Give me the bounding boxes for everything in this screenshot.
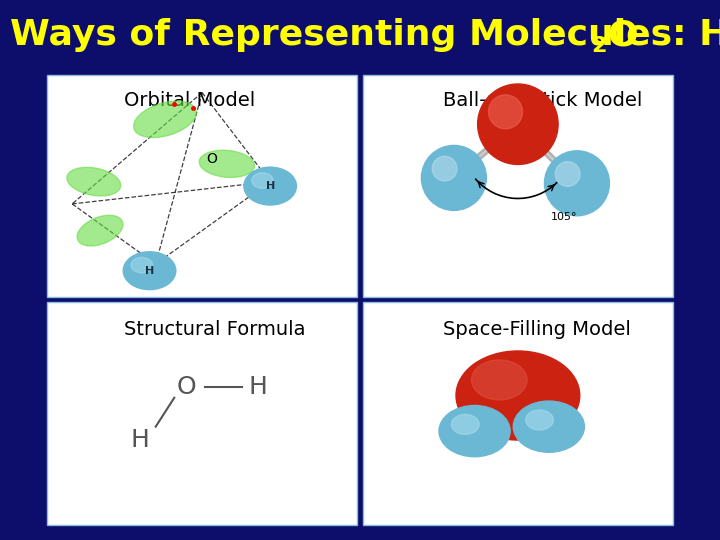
Circle shape <box>456 351 580 440</box>
Circle shape <box>439 406 510 457</box>
Bar <box>363 302 672 525</box>
Text: O: O <box>607 18 638 52</box>
Ellipse shape <box>199 150 254 178</box>
Text: H: H <box>248 375 267 399</box>
Text: H: H <box>131 428 150 452</box>
Text: Structural Formula: Structural Formula <box>124 320 305 339</box>
Bar <box>363 75 672 298</box>
Text: Ways of Representing Molecules: H: Ways of Representing Molecules: H <box>10 18 720 52</box>
Text: O: O <box>206 152 217 166</box>
Circle shape <box>544 151 609 216</box>
Text: Space-Filling Model: Space-Filling Model <box>443 320 631 339</box>
Text: O: O <box>177 375 197 399</box>
Text: Orbital Model: Orbital Model <box>124 91 255 110</box>
Circle shape <box>488 95 523 129</box>
Bar <box>48 75 357 298</box>
Circle shape <box>244 167 297 205</box>
Ellipse shape <box>134 101 197 138</box>
Text: Ball-and-Stick Model: Ball-and-Stick Model <box>443 91 642 110</box>
Text: H: H <box>145 266 154 276</box>
Circle shape <box>451 414 480 435</box>
Text: 2: 2 <box>591 36 607 56</box>
Text: H: H <box>266 181 275 191</box>
Circle shape <box>251 173 274 188</box>
Circle shape <box>477 84 558 165</box>
Circle shape <box>472 360 527 400</box>
Circle shape <box>555 161 580 186</box>
Bar <box>48 302 357 525</box>
Text: 105°: 105° <box>551 212 577 222</box>
Circle shape <box>526 410 554 430</box>
Circle shape <box>421 145 487 211</box>
Circle shape <box>513 401 585 453</box>
Circle shape <box>131 258 153 273</box>
Circle shape <box>432 156 457 181</box>
Ellipse shape <box>67 167 121 196</box>
Circle shape <box>123 252 176 289</box>
Ellipse shape <box>77 215 123 246</box>
